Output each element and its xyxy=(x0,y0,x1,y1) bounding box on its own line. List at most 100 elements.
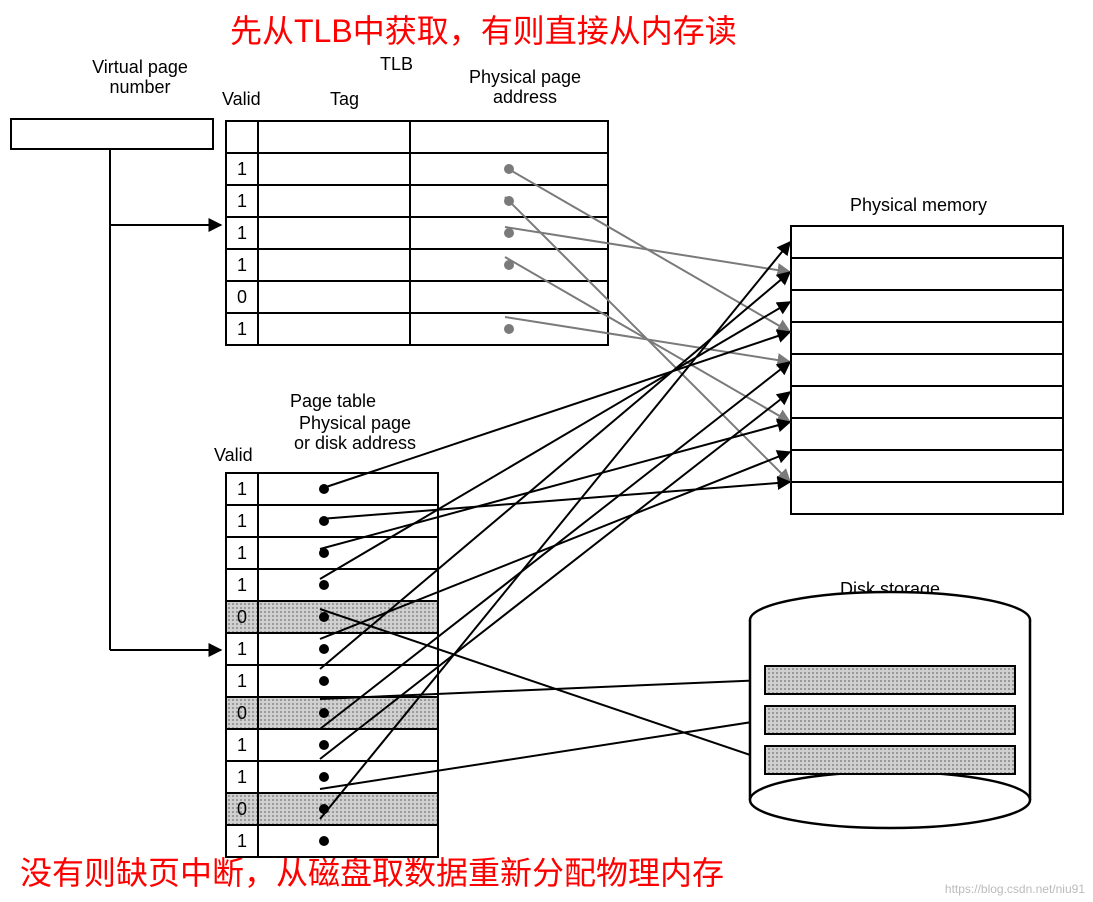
tlb-valid-cell: 0 xyxy=(227,282,259,312)
pt-valid-cell: 1 xyxy=(227,474,259,504)
dot-icon xyxy=(319,836,329,846)
diagram-canvas: 先从TLB中获取，有则直接从内存读 没有则缺页中断，从磁盘取数据重新分配物理内存… xyxy=(0,0,1093,902)
pt-valid-cell: 1 xyxy=(227,762,259,792)
pt-valid-cell: 1 xyxy=(227,538,259,568)
tlb-pp-cell xyxy=(411,122,607,152)
page-table-row: 1 xyxy=(227,504,437,536)
dot-icon xyxy=(319,580,329,590)
tlb-valid-cell xyxy=(227,122,259,152)
pt-valid-cell: 1 xyxy=(227,570,259,600)
tlb-tag-cell xyxy=(259,314,411,344)
dot-icon xyxy=(319,644,329,654)
tlb-valid-cell: 1 xyxy=(227,218,259,248)
tlb-pp-cell xyxy=(411,314,607,344)
dot-icon xyxy=(504,196,514,206)
tlb-tag-cell xyxy=(259,186,411,216)
tlb-pp-cell xyxy=(411,218,607,248)
disk-slot xyxy=(765,706,1015,734)
pt-addr-cell xyxy=(259,794,437,824)
disk-slot xyxy=(765,746,1015,774)
page-table-row: 1 xyxy=(227,760,437,792)
tlb-tag-cell xyxy=(259,154,411,184)
pt-valid-header: Valid xyxy=(214,446,253,466)
tlb-tag-header: Tag xyxy=(330,90,359,110)
page-table-row: 1 xyxy=(227,824,437,856)
phys-mem-label: Physical memory xyxy=(850,196,987,216)
pt-valid-cell: 1 xyxy=(227,634,259,664)
tlb-row: 1 xyxy=(227,152,607,184)
disk-label: Disk storage xyxy=(840,580,940,600)
pt-valid-cell: 1 xyxy=(227,730,259,760)
dot-icon xyxy=(504,260,514,270)
page-table-row: 1 xyxy=(227,536,437,568)
pt-addr-cell xyxy=(259,538,437,568)
dot-icon xyxy=(504,324,514,334)
dot-icon xyxy=(319,804,329,814)
dot-icon xyxy=(319,708,329,718)
dot-icon xyxy=(504,164,514,174)
pt-valid-cell: 1 xyxy=(227,826,259,856)
pt-valid-cell: 0 xyxy=(227,602,259,632)
tlb-title: TLB xyxy=(380,55,413,75)
tlb-row: 1 xyxy=(227,312,607,344)
pt-addr-cell xyxy=(259,762,437,792)
memory-row xyxy=(792,257,1062,289)
page-table-row: 0 xyxy=(227,696,437,728)
tlb-pp-cell xyxy=(411,186,607,216)
pt-addr-cell xyxy=(259,666,437,696)
tlb-table: 111101 xyxy=(225,120,609,346)
memory-row xyxy=(792,449,1062,481)
tlb-pp-cell xyxy=(411,250,607,280)
tlb-row: 1 xyxy=(227,216,607,248)
pt-addr-cell xyxy=(259,474,437,504)
memory-row xyxy=(792,289,1062,321)
tlb-tag-cell xyxy=(259,282,411,312)
tlb-tag-cell xyxy=(259,218,411,248)
top-annotation: 先从TLB中获取，有则直接从内存读 xyxy=(230,6,737,52)
dot-icon xyxy=(319,676,329,686)
dot-icon xyxy=(319,740,329,750)
dot-icon xyxy=(319,612,329,622)
tlb-pp-cell xyxy=(411,282,607,312)
dot-icon xyxy=(319,516,329,526)
page-table-row: 0 xyxy=(227,600,437,632)
disk-cylinder xyxy=(750,592,1030,828)
page-table-row: 1 xyxy=(227,664,437,696)
page-table-row: 1 xyxy=(227,728,437,760)
tlb-valid-cell: 1 xyxy=(227,186,259,216)
pt-valid-cell: 1 xyxy=(227,506,259,536)
memory-row xyxy=(792,417,1062,449)
page-table-row: 1 xyxy=(227,568,437,600)
memory-row xyxy=(792,321,1062,353)
memory-row xyxy=(792,481,1062,513)
tlb-row: 1 xyxy=(227,248,607,280)
page-table-row: 1 xyxy=(227,474,437,504)
tlb-valid-cell: 1 xyxy=(227,250,259,280)
tlb-tag-cell xyxy=(259,250,411,280)
page-table: 111101101101 xyxy=(225,472,439,858)
tlb-valid-cell: 1 xyxy=(227,154,259,184)
pt-addr-cell xyxy=(259,730,437,760)
tlb-pp-cell xyxy=(411,154,607,184)
dot-icon xyxy=(319,548,329,558)
pt-addr-cell xyxy=(259,602,437,632)
page-table-title: Page table xyxy=(290,392,376,412)
pt-valid-cell: 0 xyxy=(227,794,259,824)
physical-memory xyxy=(790,225,1064,515)
pt-addr-cell xyxy=(259,634,437,664)
tlb-row: 1 xyxy=(227,184,607,216)
page-table-row: 1 xyxy=(227,632,437,664)
tlb-row xyxy=(227,122,607,152)
pt-valid-cell: 1 xyxy=(227,666,259,696)
vpn-label: Virtual page number xyxy=(70,58,210,98)
tlb-tag-cell xyxy=(259,122,411,152)
tlb-valid-cell: 1 xyxy=(227,314,259,344)
dot-icon xyxy=(504,228,514,238)
memory-row xyxy=(792,227,1062,257)
memory-row xyxy=(792,385,1062,417)
pt-addr-cell xyxy=(259,506,437,536)
vpn-box xyxy=(10,118,214,150)
pt-valid-cell: 0 xyxy=(227,698,259,728)
tlb-valid-header: Valid xyxy=(222,90,261,110)
tlb-row: 0 xyxy=(227,280,607,312)
